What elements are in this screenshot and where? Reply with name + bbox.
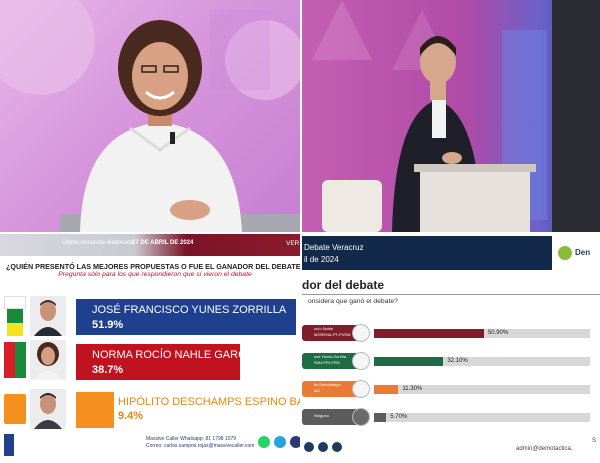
result-value-3: 9.4% (118, 410, 144, 422)
edge-text: VER (286, 240, 300, 247)
whatsapp-icon[interactable] (258, 436, 270, 448)
divider (302, 294, 600, 295)
result-bar-2: NORMA ROCÍO NAHLE GARCÍA 38.7% (76, 344, 256, 380)
result-fill-2 (374, 357, 444, 366)
footer-email-right: admin@demotactica. (516, 446, 573, 452)
result-name-3: HIPÓLITO DESCHAMPS ESPINO BARROS (118, 396, 300, 408)
avatar-yunes (30, 296, 66, 336)
candidate-sublabel-2: PAN-PRI-PRD (314, 360, 340, 365)
result-track-4: 5.70% (374, 413, 590, 422)
avatar-deschamps (30, 389, 66, 429)
result-pct-3: 11.30% (402, 386, 423, 392)
result-name-2: NORMA ROCÍO NAHLE GARCÍA (92, 349, 257, 361)
result-track-3: 11.30% (374, 385, 590, 394)
header-bar: Debate Veracruz il de 2024 (302, 236, 552, 270)
result-fill-3 (374, 385, 399, 394)
footer-contact: Massive Caller Whatsapp: 81 1798 1079 Co… (146, 436, 254, 449)
candidate-face-2 (352, 352, 370, 370)
result-pct-1: 50.90% (487, 330, 509, 336)
candidate-label-text-2: osé Yunes Zorrilla (314, 354, 346, 359)
corner-decoration (4, 434, 14, 456)
photo-man-candidate (302, 0, 600, 232)
email-icon-right[interactable] (332, 442, 342, 452)
candidate-label-text-1: ocío Nahle (314, 326, 334, 331)
survey-date-bar: Última encuesta elaborada: 27 DE ABRIL D… (0, 234, 300, 256)
poll-question: ¿QUIÉN PRESENTÓ LAS MEJORES PROPUESTAS O… (6, 262, 300, 271)
party-logo-pan-pri (4, 296, 26, 336)
candidate-label-text-3: ito Deschamps (314, 382, 341, 387)
result-bar-3 (76, 392, 114, 428)
woman-candidate-illustration (0, 0, 300, 232)
telegram-icon[interactable] (274, 436, 286, 448)
footer-s: S (592, 438, 597, 444)
candidate-label-deschamps: ito Deschamps MC (302, 381, 364, 397)
header-title: Debate Veracruz (304, 243, 364, 252)
result-value-1: 51.9% (92, 319, 124, 331)
candidate-label-text-4: Ninguno (314, 413, 329, 418)
demotactica-logo-icon (558, 246, 572, 260)
result-fill-4 (374, 413, 387, 422)
result-value-2: 38.7% (92, 364, 124, 376)
candidate-face-1 (352, 324, 370, 342)
poll-panel-demotactica: Debate Veracruz il de 2024 Den dor del d… (302, 234, 600, 463)
candidate-face-4 (352, 408, 370, 426)
party-logo-morena-pt (4, 340, 26, 380)
phone-icon[interactable] (290, 436, 300, 448)
candidate-sublabel-1: MORENA-PT-PVEM (314, 332, 351, 337)
header-date: il de 2024 (304, 255, 339, 264)
result-bar-1: JOSÉ FRANCISCO YUNES ZORRILLA 51.9% (76, 299, 296, 335)
result-track-2: 32.10% (374, 357, 590, 366)
avatar-nahle (30, 340, 66, 380)
section-heading: dor del debate (302, 278, 385, 292)
candidate-sublabel-3: MC (314, 388, 321, 393)
result-pct-2: 32.10% (447, 358, 468, 364)
poll-subtitle: Pregunta sólo para los que respondieron … (58, 271, 252, 278)
poll-panel-massive-caller: Última encuesta elaborada: 27 DE ABRIL D… (0, 234, 300, 463)
whatsapp-icon-right[interactable] (318, 442, 328, 452)
section-question: onsidera que ganó el debate? (308, 298, 398, 305)
photo-woman-candidate (0, 0, 300, 232)
candidate-face-3 (352, 380, 370, 398)
party-logo-mc (4, 392, 26, 432)
candidate-label-yunes: osé Yunes Zorrilla PAN-PRI-PRD (302, 353, 364, 369)
footer-whatsapp: Massive Caller Whatsapp: 81 1798 1079 (146, 436, 237, 442)
result-name-1: JOSÉ FRANCISCO YUNES ZORRILLA (92, 304, 287, 316)
candidate-label-ninguno: Ninguno (302, 409, 364, 425)
survey-label: Última encuesta elaborada: (62, 240, 136, 246)
result-pct-4: 5.70% (390, 414, 408, 420)
candidate-label-nahle: ocío Nahle MORENA-PT-PVEM (302, 325, 364, 341)
result-track-1: 50.90% (374, 329, 590, 338)
result-fill-1 (374, 329, 484, 338)
man-candidate-illustration (312, 0, 600, 232)
survey-date: 27 DE ABRIL DE 2024 (132, 240, 194, 246)
logo-text: Den (575, 248, 591, 257)
footer-email: Correo: carlos.campos.rojas@massivecalle… (146, 442, 255, 449)
phone-icon-right[interactable] (304, 442, 314, 452)
